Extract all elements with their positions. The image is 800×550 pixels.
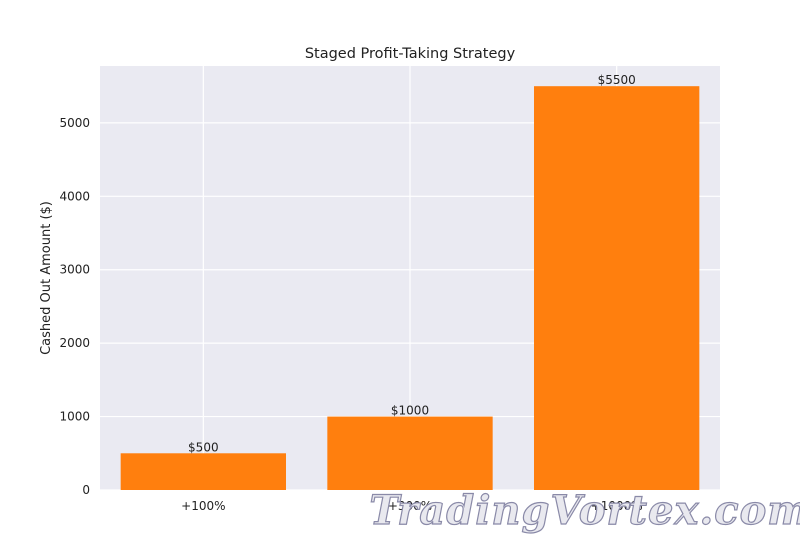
bar-1 (327, 416, 493, 490)
x-axis-ticks: +100% +300% +1000% (181, 499, 643, 513)
y-axis-label: Cashed Out Amount ($) (39, 201, 54, 355)
data-labels: $500 $1000 $5500 (188, 73, 636, 454)
y-tick-label: 1000 (59, 410, 90, 424)
bar-value-label: $1000 (391, 404, 429, 418)
x-tick-label: +100% (181, 499, 225, 513)
x-tick-label: +300% (388, 499, 432, 513)
y-tick-label: 2000 (59, 336, 90, 350)
y-tick-label: 5000 (59, 116, 90, 130)
bar-2 (534, 86, 700, 490)
y-tick-label: 4000 (59, 189, 90, 203)
y-tick-label: 0 (82, 483, 90, 497)
bar-value-label: $5500 (598, 73, 636, 87)
y-axis-ticks: 0 1000 2000 3000 4000 5000 (59, 116, 90, 497)
bar-value-label: $500 (188, 440, 219, 454)
watermark-logo: TradingVortex.com (369, 487, 800, 534)
y-tick-label: 3000 (59, 263, 90, 277)
bar-0 (120, 453, 287, 490)
bars (120, 86, 700, 490)
x-tick-label: +1000% (591, 499, 643, 513)
chart-title: Staged Profit-Taking Strategy (305, 46, 516, 62)
